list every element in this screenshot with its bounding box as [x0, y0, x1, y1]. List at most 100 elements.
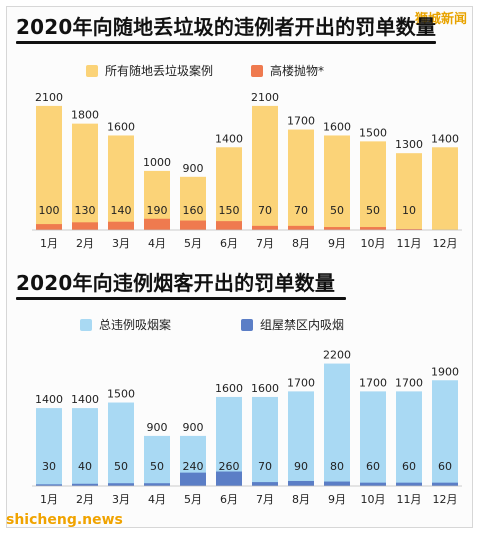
chart1-bar-main-2 [72, 123, 98, 230]
chart1-bar-main-9 [324, 135, 350, 230]
chart2-label-main-11: 1700 [395, 376, 423, 389]
chart1-bar-sub-4 [144, 218, 170, 230]
chart1-label-main-5: 900 [183, 162, 204, 175]
chart1-plot: 2100 100 1月 1800 130 2月 1600 140 3月 1000 190 4月 900 1… [32, 91, 462, 250]
chart1-legend-label-highrise: 高楼抛物* [270, 64, 325, 78]
chart1-legend-swatch-litter [86, 64, 98, 77]
chart2-bar-main-1 [36, 408, 62, 486]
chart2-bar-main-7 [252, 396, 278, 486]
chart1-bar-sub-1 [36, 224, 62, 230]
chart1-xtick-1: 1月 [40, 237, 58, 250]
chart1-xtick-11: 11月 [397, 237, 422, 250]
chart1-legend-swatch-highrise [251, 64, 264, 77]
chart2-xtick-3: 3月 [112, 493, 130, 506]
chart1-xtick-6: 6月 [220, 237, 238, 250]
chart1-bar-sub-10 [360, 227, 386, 230]
chart1-label-main-8: 1700 [287, 115, 315, 128]
chart1-label-main-10: 1500 [359, 126, 387, 139]
chart1-label-main-9: 1600 [323, 120, 351, 133]
chart2-xtick-10: 10月 [361, 493, 386, 506]
chart2-xtick-7: 7月 [256, 493, 274, 506]
chart2-xtick-1: 1月 [40, 493, 58, 506]
chart1-label-sub-11: 10 [402, 204, 416, 217]
chart2-label-main-10: 1700 [359, 376, 387, 389]
chart1-label-main-4: 1000 [143, 156, 171, 169]
chart2-xtick-12: 12月 [433, 493, 458, 506]
chart1-bar-sub-2 [72, 222, 98, 230]
chart1-bar-sub-7 [252, 225, 278, 230]
chart1-bar-main-6 [216, 147, 242, 230]
chart1-bar-main-10 [360, 141, 386, 230]
chart2-bar-sub-8 [288, 480, 314, 486]
chart2-label-sub-2: 40 [78, 460, 92, 473]
chart2-xtick-11: 11月 [397, 493, 422, 506]
chart2-xtick-5: 5月 [184, 493, 202, 506]
chart2-bar-sub-1 [36, 484, 62, 486]
chart1-label-sub-7: 70 [258, 204, 272, 217]
chart2-label-sub-1: 30 [42, 460, 56, 473]
chart2-bar-main-4 [144, 435, 170, 486]
chart1-legend-item-litter: 所有随地丢垃圾案例 [86, 62, 213, 79]
chart1-bar-main-11 [396, 153, 422, 230]
chart2-bar-sub-9 [324, 481, 350, 486]
chart1-label-sub-3: 140 [111, 204, 132, 217]
chart1-bar-sub-11 [396, 229, 422, 230]
chart1-bar-main-1 [36, 105, 62, 230]
chart1-title-block: 2020年向随地丢垃圾的违例者开出的罚单数量 [16, 14, 436, 44]
chart2-bar-main-6 [216, 396, 242, 486]
chart2-bar-sub-10 [360, 482, 386, 486]
chart1-label-main-2: 1800 [71, 109, 99, 122]
chart2-label-main-8: 1700 [287, 376, 315, 389]
chart2-bar-main-11 [396, 391, 422, 486]
chart2-label-sub-5: 240 [183, 460, 204, 473]
chart1-legend: 所有随地丢垃圾案例 高楼抛物* [86, 62, 324, 79]
chart2-label-main-12: 1900 [431, 365, 459, 378]
chart2-bar-main-3 [108, 402, 134, 486]
chart1-bar-main-3 [108, 135, 134, 230]
chart2-bar-sub-7 [252, 482, 278, 486]
chart2-bar-sub-2 [72, 483, 98, 486]
watermark-bottom: shicheng.news [6, 512, 123, 528]
chart1-xtick-5: 5月 [184, 237, 202, 250]
chart1-bar-sub-9 [324, 227, 350, 230]
chart2-label-sub-7: 70 [258, 460, 272, 473]
chart2-bar-main-9 [324, 363, 350, 486]
chart1-title-underline [16, 41, 436, 44]
chart1-bar-sub-3 [108, 221, 134, 230]
chart2-title: 2020年向违例烟客开出的罚单数量 [16, 271, 336, 295]
chart2-xtick-2: 2月 [76, 493, 94, 506]
chart2-label-sub-10: 60 [366, 460, 380, 473]
chart1-bar-main-8 [288, 129, 314, 230]
chart2-title-block: 2020年向违例烟客开出的罚单数量 [16, 270, 346, 300]
chart2-xtick-6: 6月 [220, 493, 238, 506]
chart2-bar-main-8 [288, 391, 314, 486]
chart1-bar-main-12 [432, 147, 458, 230]
chart2-legend-swatch-hdb [241, 318, 254, 331]
chart1-title: 2020年向随地丢垃圾的违例者开出的罚单数量 [16, 15, 437, 39]
chart2-bar-sub-6 [216, 471, 242, 486]
chart2-legend-label-hdb: 组屋禁区内吸烟 [260, 318, 345, 332]
chart2-label-sub-8: 90 [294, 460, 308, 473]
chart1-xtick-3: 3月 [112, 237, 130, 250]
chart1-label-sub-9: 50 [330, 204, 344, 217]
chart2-legend: 总违例吸烟案 组屋禁区内吸烟 [80, 316, 344, 333]
chart1-label-main-7: 2100 [251, 91, 279, 104]
chart2-legend-item-hdb: 组屋禁区内吸烟 [241, 316, 344, 333]
chart2-label-main-1: 1400 [35, 393, 63, 406]
chart1-bar-sub-8 [288, 225, 314, 230]
chart2-plot: 1400 30 1月 1400 40 2月 1500 50 3月 900 50 4月 900 240 5月 1… [32, 349, 462, 506]
chart2-label-main-5: 900 [183, 421, 204, 434]
watermark-top: 狮城新闻 [414, 12, 467, 27]
chart1-label-sub-2: 130 [75, 204, 96, 217]
chart2-bar-sub-4 [144, 483, 170, 486]
chart2-label-sub-9: 80 [330, 460, 344, 473]
chart1-xtick-9: 9月 [328, 237, 346, 250]
chart2-title-underline [16, 297, 346, 300]
chart2-label-sub-3: 50 [114, 460, 128, 473]
chart2-label-main-3: 1500 [107, 388, 135, 401]
chart2-xtick-4: 4月 [148, 493, 166, 506]
chart1-label-sub-4: 190 [147, 204, 168, 217]
chart1-label-sub-1: 100 [39, 204, 60, 217]
chart1-xtick-8: 8月 [292, 237, 310, 250]
chart2-bar-main-2 [72, 408, 98, 486]
